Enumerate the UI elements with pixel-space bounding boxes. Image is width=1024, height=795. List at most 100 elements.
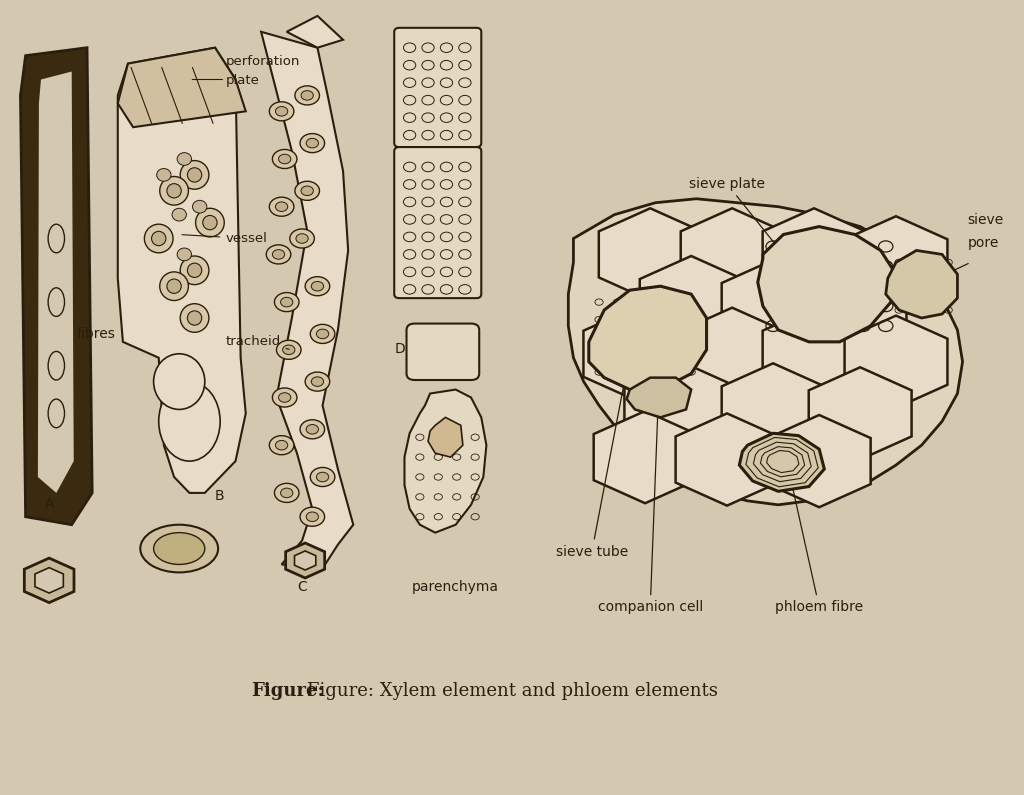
Ellipse shape bbox=[180, 256, 209, 285]
Polygon shape bbox=[295, 551, 315, 570]
Circle shape bbox=[295, 181, 319, 200]
Ellipse shape bbox=[144, 224, 173, 253]
Polygon shape bbox=[287, 16, 343, 48]
Text: B: B bbox=[215, 489, 224, 503]
Polygon shape bbox=[594, 411, 696, 503]
Polygon shape bbox=[286, 543, 325, 578]
Ellipse shape bbox=[167, 184, 181, 198]
Polygon shape bbox=[845, 316, 947, 408]
Circle shape bbox=[276, 340, 301, 359]
Circle shape bbox=[281, 488, 293, 498]
Polygon shape bbox=[20, 48, 92, 525]
Circle shape bbox=[279, 154, 291, 164]
Polygon shape bbox=[261, 32, 353, 568]
Polygon shape bbox=[763, 208, 865, 301]
Circle shape bbox=[290, 229, 314, 248]
Polygon shape bbox=[568, 199, 963, 505]
Ellipse shape bbox=[167, 279, 181, 293]
Circle shape bbox=[305, 277, 330, 296]
Text: Figure: Xylem element and phloem elements: Figure: Xylem element and phloem element… bbox=[306, 681, 718, 700]
Polygon shape bbox=[640, 256, 742, 348]
Polygon shape bbox=[681, 308, 783, 400]
Circle shape bbox=[300, 507, 325, 526]
Ellipse shape bbox=[48, 224, 65, 253]
Polygon shape bbox=[763, 308, 865, 400]
Circle shape bbox=[306, 512, 318, 522]
Text: perforation: perforation bbox=[225, 55, 300, 68]
Ellipse shape bbox=[187, 263, 202, 277]
Circle shape bbox=[306, 425, 318, 434]
Polygon shape bbox=[758, 227, 896, 342]
Polygon shape bbox=[676, 413, 778, 506]
Ellipse shape bbox=[177, 153, 191, 165]
Ellipse shape bbox=[160, 176, 188, 205]
Ellipse shape bbox=[154, 533, 205, 564]
Ellipse shape bbox=[187, 311, 202, 325]
Circle shape bbox=[269, 436, 294, 455]
Polygon shape bbox=[404, 390, 486, 533]
Circle shape bbox=[272, 388, 297, 407]
Text: phloem fibre: phloem fibre bbox=[775, 471, 863, 615]
Polygon shape bbox=[35, 568, 63, 593]
Circle shape bbox=[310, 467, 335, 487]
Polygon shape bbox=[768, 415, 870, 507]
Text: pore: pore bbox=[968, 236, 999, 250]
Circle shape bbox=[275, 202, 288, 211]
Circle shape bbox=[311, 281, 324, 291]
Circle shape bbox=[310, 324, 335, 343]
FancyBboxPatch shape bbox=[407, 324, 479, 380]
Circle shape bbox=[274, 483, 299, 502]
Circle shape bbox=[295, 86, 319, 105]
Ellipse shape bbox=[157, 169, 171, 181]
Polygon shape bbox=[886, 250, 957, 318]
Text: companion cell: companion cell bbox=[598, 398, 702, 615]
Ellipse shape bbox=[196, 208, 224, 237]
Text: C: C bbox=[297, 580, 307, 595]
Text: Figure:: Figure: bbox=[251, 681, 324, 700]
Ellipse shape bbox=[203, 215, 217, 230]
Polygon shape bbox=[589, 286, 707, 390]
Circle shape bbox=[275, 107, 288, 116]
Polygon shape bbox=[722, 260, 824, 352]
Polygon shape bbox=[584, 308, 686, 400]
FancyBboxPatch shape bbox=[394, 147, 481, 298]
Circle shape bbox=[311, 377, 324, 386]
Circle shape bbox=[279, 393, 291, 402]
Circle shape bbox=[306, 138, 318, 148]
Polygon shape bbox=[118, 48, 246, 493]
Circle shape bbox=[269, 197, 294, 216]
Text: parenchyma: parenchyma bbox=[413, 580, 499, 595]
Polygon shape bbox=[599, 208, 701, 301]
Circle shape bbox=[300, 134, 325, 153]
Circle shape bbox=[316, 472, 329, 482]
Ellipse shape bbox=[180, 161, 209, 189]
Polygon shape bbox=[627, 378, 691, 417]
Ellipse shape bbox=[48, 288, 65, 316]
Text: A: A bbox=[44, 497, 54, 511]
Polygon shape bbox=[625, 359, 727, 452]
Polygon shape bbox=[38, 72, 74, 493]
Text: sieve tube: sieve tube bbox=[556, 356, 629, 559]
Circle shape bbox=[296, 234, 308, 243]
Circle shape bbox=[301, 186, 313, 196]
Circle shape bbox=[300, 420, 325, 439]
Circle shape bbox=[647, 388, 668, 404]
Ellipse shape bbox=[48, 351, 65, 380]
Ellipse shape bbox=[152, 231, 166, 246]
Ellipse shape bbox=[140, 525, 218, 572]
Ellipse shape bbox=[177, 248, 191, 261]
Polygon shape bbox=[804, 264, 906, 356]
Polygon shape bbox=[845, 216, 947, 308]
Text: vessel: vessel bbox=[182, 232, 267, 245]
Circle shape bbox=[272, 149, 297, 169]
Polygon shape bbox=[739, 433, 824, 491]
FancyBboxPatch shape bbox=[394, 28, 481, 147]
Text: sieve plate: sieve plate bbox=[689, 176, 781, 252]
Circle shape bbox=[283, 345, 295, 355]
Circle shape bbox=[301, 91, 313, 100]
Text: D: D bbox=[395, 342, 406, 356]
Ellipse shape bbox=[187, 168, 202, 182]
Text: fibres: fibres bbox=[77, 327, 116, 341]
Ellipse shape bbox=[154, 354, 205, 409]
Circle shape bbox=[266, 245, 291, 264]
